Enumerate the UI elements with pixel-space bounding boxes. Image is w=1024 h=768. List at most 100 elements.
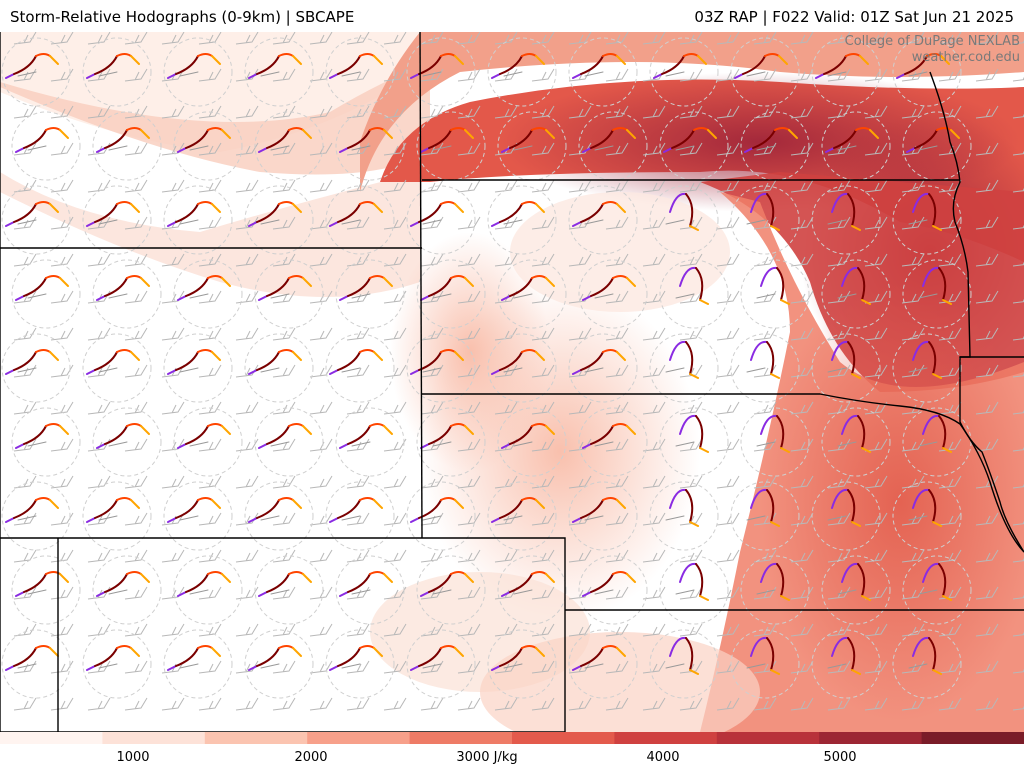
wind-barb [901,475,925,489]
wind-barb [161,105,185,119]
wind-barb [605,327,629,341]
wind-barb [790,512,814,526]
hodograph [5,497,59,523]
wind-barb [827,105,851,119]
wind-barb [383,68,407,82]
storm-motion-arrow [17,367,37,373]
wind-barb [309,660,333,674]
wind-barb [975,179,999,193]
wind-barb [457,179,481,193]
wind-barb [346,660,370,674]
wind-barb [790,438,814,452]
storm-motion-arrow [108,441,128,447]
wind-barb [531,512,555,526]
storm-motion-arrow [179,367,199,373]
wind-barb [605,68,629,82]
wind-barb [50,290,74,304]
hodograph-ring [740,259,810,329]
wind-barb [901,179,925,193]
hodograph-ring [244,185,314,255]
wind-barb [87,105,111,119]
wind-barb [124,68,148,82]
colorbar-label-3000: 3000 J/kg [456,750,518,765]
wind-barb [938,475,962,489]
hodograph-ring [416,111,486,181]
storm-motion-arrow [746,219,766,225]
storm-motion-arrow [908,515,928,521]
wind-barb [198,364,222,378]
hodograph [177,275,231,301]
hodograph [86,53,140,79]
wind-barb [235,512,259,526]
wind-barb [531,623,555,637]
colorbar-step [819,732,923,744]
hodograph [410,201,464,227]
wind-barb [753,327,777,341]
wind-barb [420,697,444,711]
wind-barb [975,327,999,341]
hodograph-ring [416,259,486,329]
hodograph-ring [416,407,486,477]
wind-barb [642,623,666,637]
hodograph-ring [902,555,972,625]
wind-barb [309,438,333,452]
hodograph [491,497,545,523]
storm-motion-arrow [270,145,290,151]
hodograph [15,127,69,153]
hodograph [96,423,150,449]
storm-motion-arrow [260,71,280,77]
wind-barb [642,216,666,230]
storm-motion-arrow [675,293,695,299]
hodograph-ring [902,259,972,329]
storm-motion-arrow [918,293,938,299]
wind-barb [827,401,851,415]
wind-barb [827,475,851,489]
wind-barb [901,549,925,563]
storm-motion-arrow [908,71,928,77]
wind-barb [457,32,481,45]
storm-motion-arrow [17,663,37,669]
wind-barb [272,290,296,304]
hodograph-ring [92,555,162,625]
hodograph [86,349,140,375]
hodograph [663,127,717,153]
wind-barb [642,179,666,193]
storm-motion-arrow [746,71,766,77]
wind-barb [605,512,629,526]
colorbar-step [102,732,206,744]
wind-barb [235,216,259,230]
storm-motion-arrow [503,71,523,77]
storm-motion-arrow [422,219,442,225]
hodograph-ring [173,555,243,625]
wind-barb [975,142,999,156]
wind-barb [568,327,592,341]
storm-motion-arrow [594,441,614,447]
wind-barb [531,660,555,674]
colorbar-labels: 1000 2000 3000 J/kg 4000 5000 [0,748,1024,766]
hodograph-ring [335,555,405,625]
hodograph-ring [11,555,81,625]
wind-barb [87,142,111,156]
colorbar-step [614,732,718,744]
hodograph-ring [740,407,810,477]
wind-barb [790,68,814,82]
storm-motion-arrow [270,589,290,595]
hodograph [744,127,798,153]
hodograph-ring [821,555,891,625]
storm-motion-arrow [837,441,857,447]
hodograph-ring [163,185,233,255]
wind-barb [124,475,148,489]
hodograph-ring [578,111,648,181]
hodograph-ring [173,407,243,477]
wind-barb [568,697,592,711]
wind-barb [50,216,74,230]
wind-barb [642,660,666,674]
hodograph-ring [325,629,395,699]
wind-barb [235,68,259,82]
wind-barb [272,623,296,637]
wind-barb [50,32,74,45]
wind-barb [605,253,629,267]
wind-barb [50,364,74,378]
wind-barb [605,549,629,563]
hodograph [86,645,140,671]
